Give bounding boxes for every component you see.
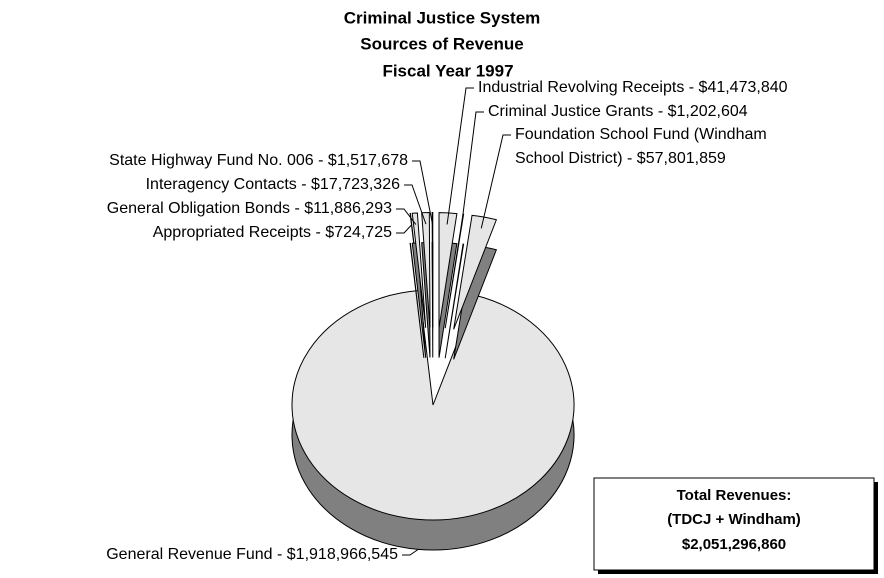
leader-line [480,134,511,229]
slice-label: Industrial Revolving Receipts - $41,473,… [478,79,788,96]
slice-label: School District) - $57,801,859 [515,150,726,167]
leader-line [396,208,417,225]
chart-title: Fiscal Year 1997 [382,61,513,80]
leader-line [404,184,427,225]
slice-label: Foundation School Fund (Windham [515,126,767,143]
slice [291,290,575,521]
annotation: $2,051,296,860 [682,536,786,553]
annotation: Total Revenues: [677,487,792,504]
slice-side [409,242,425,358]
slice-label: General Obligation Bonds - $11,886,293 [107,200,392,217]
leader-line [461,111,484,226]
chart-title: Sources of Revenue [360,34,523,53]
annotation: (TDCJ + Windham) [667,511,801,528]
slice [421,212,431,328]
slice-label: Interagency Contacts - $17,723,326 [146,176,400,193]
slice-label: Appropriated Receipts - $724,725 [153,224,392,241]
leader-line [396,224,412,234]
total-box [593,477,875,571]
slice-side [444,243,465,359]
slice [438,212,458,328]
chart-title: Criminal Justice System [344,8,541,27]
leader-line [412,160,433,225]
leader-line [402,548,419,556]
slice [411,212,427,328]
slice-label: Criminal Justice Grants - $1,202,604 [488,103,748,120]
slice [431,212,434,328]
slice-label: General Revenue Fund - $1,918,966,545 [106,546,398,563]
leader-line [446,87,474,225]
slice-label: State Highway Fund No. 006 - $1,517,678 [109,152,408,169]
